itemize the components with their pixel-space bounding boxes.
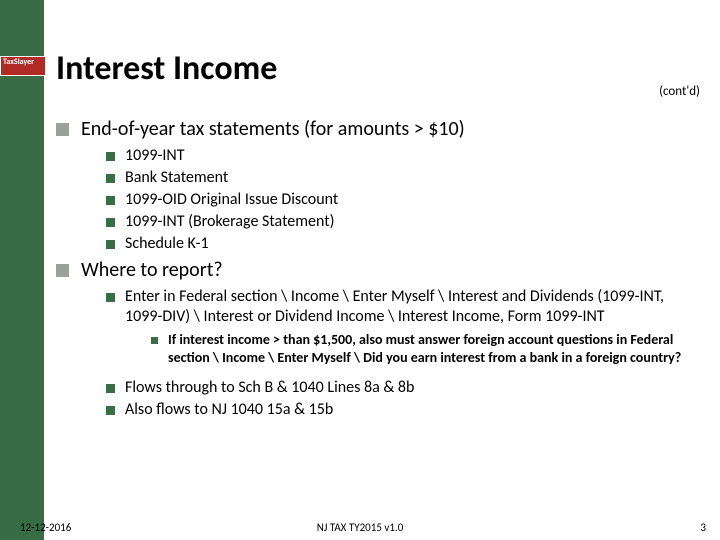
square-bullet-icon (151, 337, 158, 344)
list-sub-item: If interest income > than $1,500, also m… (151, 331, 712, 366)
footer-date: 12-12-2016 (20, 521, 71, 534)
square-bullet-icon (56, 264, 69, 277)
square-bullet-icon (106, 293, 115, 302)
square-bullet-icon (106, 240, 115, 249)
list-item: 1099-INT (Brokerage Statement) (106, 212, 712, 232)
list-item: Schedule K-1 (106, 234, 712, 254)
square-bullet-icon (106, 196, 115, 205)
item-text: Flows through to Sch B & 1040 Lines 8a &… (125, 378, 414, 398)
item-text: Bank Statement (125, 168, 228, 188)
slide-number: 3 (700, 521, 706, 534)
item-text: Also flows to NJ 1040 15a & 15b (125, 400, 333, 420)
square-bullet-icon (106, 218, 115, 227)
square-bullet-icon (106, 406, 115, 415)
sub-item-text: If interest income > than $1,500, also m… (168, 331, 688, 366)
list-item: 1099-INT (106, 146, 712, 166)
square-bullet-icon (106, 174, 115, 183)
square-bullet-icon (106, 152, 115, 161)
footer: 12-12-2016 NJ TAX TY2015 v1.0 3 (0, 514, 720, 540)
slide-content: Interest Income (cont'd) End-of-year tax… (52, 0, 712, 510)
continued-label: (cont'd) (659, 84, 700, 99)
section2-heading: Where to report? (81, 258, 223, 283)
section-heading: Where to report? (56, 258, 712, 283)
bullet-list: End-of-year tax statements (for amounts … (56, 117, 712, 420)
list-item: Bank Statement (106, 168, 712, 188)
spacer (56, 370, 712, 376)
section-heading: End-of-year tax statements (for amounts … (56, 117, 712, 142)
list-item: 1099-OID Original Issue Discount (106, 190, 712, 210)
section1-heading: End-of-year tax statements (for amounts … (81, 117, 465, 142)
sidebar-stripe (0, 0, 44, 540)
list-item: Also flows to NJ 1040 15a & 15b (106, 400, 712, 420)
item-text: Schedule K-1 (125, 234, 209, 254)
logo-text: TaxSlayer (1, 57, 45, 68)
slide-title: Interest Income (56, 48, 712, 89)
logo-badge: TaxSlayer (0, 56, 46, 76)
item-text: Enter in Federal section \ Income \ Ente… (125, 287, 685, 327)
item-text: 1099-OID Original Issue Discount (125, 190, 338, 210)
square-bullet-icon (106, 384, 115, 393)
square-bullet-icon (56, 123, 69, 136)
footer-version: NJ TAX TY2015 v1.0 (317, 521, 404, 534)
list-item: Enter in Federal section \ Income \ Ente… (106, 287, 712, 327)
list-item: Flows through to Sch B & 1040 Lines 8a &… (106, 378, 712, 398)
sidebar: TaxSlayer (0, 0, 48, 540)
item-text: 1099-INT (Brokerage Statement) (125, 212, 334, 232)
item-text: 1099-INT (125, 146, 185, 166)
